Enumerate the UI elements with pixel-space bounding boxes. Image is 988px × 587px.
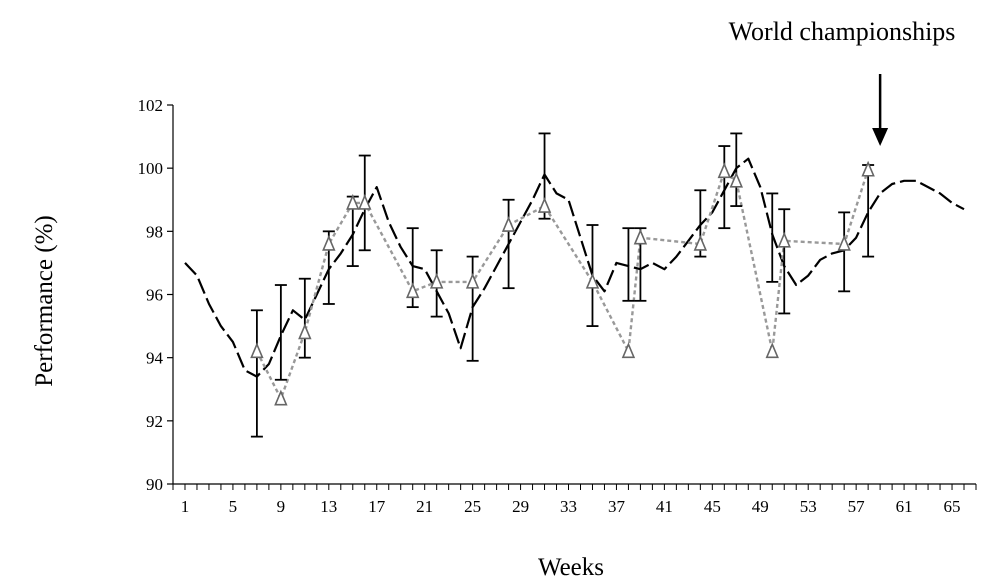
triangle-marker xyxy=(250,342,264,359)
triangle-marker xyxy=(298,323,312,340)
triangle-marker xyxy=(429,272,444,289)
y-tick-label: 92 xyxy=(146,412,163,431)
triangle-marker xyxy=(777,231,791,248)
triangle-marker xyxy=(405,282,420,299)
triangle-marker xyxy=(717,162,732,179)
x-tick-label: 37 xyxy=(608,497,626,516)
x-tick-label: 53 xyxy=(800,497,817,516)
x-tick-label: 5 xyxy=(229,497,238,516)
x-tick-label: 13 xyxy=(320,497,337,516)
triangle-marker xyxy=(837,234,851,251)
triangle-marker xyxy=(633,228,648,245)
triangle-marker xyxy=(693,234,708,251)
observed-line xyxy=(255,169,870,400)
x-tick-label: 1 xyxy=(181,497,190,516)
axes-group xyxy=(167,104,977,490)
triangle-marker xyxy=(729,171,744,188)
triangle-marker xyxy=(465,272,480,289)
y-tick-label: 90 xyxy=(146,475,163,494)
x-tick-label: 33 xyxy=(560,497,577,516)
x-tick-label: 29 xyxy=(512,497,529,516)
series-lines-group xyxy=(184,157,965,400)
x-axis-title: Weeks xyxy=(538,554,604,581)
x-tick-label: 45 xyxy=(704,497,721,516)
tick-labels-group: 90 92 94 96 98 100 102 1 5 9 13 17 21 25 29 33 37 41 45 49 5… xyxy=(138,96,961,516)
model-line xyxy=(184,157,965,378)
x-tick-label: 21 xyxy=(416,497,433,516)
x-tick-label: 49 xyxy=(752,497,769,516)
markers-group xyxy=(250,160,875,406)
x-tick-label: 9 xyxy=(277,497,286,516)
triangle-marker xyxy=(501,215,516,232)
y-tick-label: 102 xyxy=(138,96,164,115)
triangle-marker xyxy=(621,342,636,359)
x-tick-label: 57 xyxy=(848,497,866,516)
triangle-marker xyxy=(765,342,779,359)
triangle-marker xyxy=(861,160,875,177)
triangle-marker xyxy=(274,389,288,406)
triangle-marker xyxy=(358,193,372,210)
y-tick-label: 98 xyxy=(146,222,163,241)
x-tick-label: 65 xyxy=(944,497,961,516)
annotation-arrow-head xyxy=(872,128,889,146)
x-tick-label: 25 xyxy=(464,497,481,516)
y-tick-label: 96 xyxy=(146,286,163,305)
annotation-label: World championships xyxy=(729,17,956,46)
x-tick-label: 41 xyxy=(656,497,673,516)
triangle-marker xyxy=(537,197,552,213)
y-tick-label: 100 xyxy=(138,159,164,178)
annotation-group: World championships xyxy=(729,17,956,146)
y-tick-label: 94 xyxy=(146,349,164,368)
y-axis-title: Performance (%) xyxy=(31,215,58,386)
x-tick-label: 17 xyxy=(368,497,386,516)
triangle-marker xyxy=(585,272,600,289)
x-tick-label: 61 xyxy=(896,497,913,516)
error-bars-group xyxy=(250,132,875,438)
triangle-marker xyxy=(322,234,336,251)
triangle-marker xyxy=(346,193,360,210)
